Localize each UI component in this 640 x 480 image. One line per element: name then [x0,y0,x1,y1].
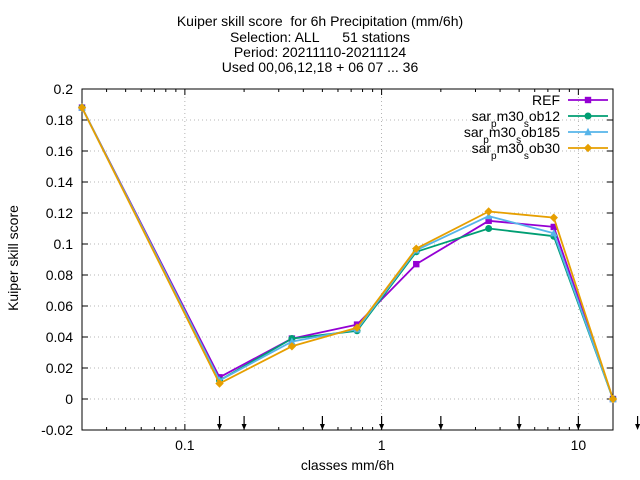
legend-entry-label: REF [532,92,560,108]
series-line [81,107,614,400]
y-tick-label: 0.04 [46,329,73,345]
y-tick-label: 0.1 [54,236,74,252]
chart-title-line-4: Used 00,06,12,18 + 06 07 ... 36 [221,59,419,75]
y-tick-label: 0.06 [46,298,73,314]
class-arrow-head [575,424,581,430]
data-point [287,342,297,351]
data-point [584,127,592,136]
x-tick-label: 0.1 [175,437,195,453]
data-point [484,207,493,216]
data-point [583,143,593,153]
y-tick-label: 0.02 [46,360,73,376]
data-point [550,228,558,237]
x-axis-label: classes mm/6h [300,457,395,473]
legend-entry-label: sarpm30sob185 [464,124,560,146]
series-line [81,107,614,400]
data-point [352,323,362,332]
y-tick-label: 0.16 [46,143,73,159]
series-3 [77,103,618,404]
data-point [412,244,421,253]
data-point [485,225,493,232]
legend-entry-label: sarpm30sob12 [472,108,561,130]
class-arrow-head [217,424,223,430]
legend-entry-label: sarpm30sob30 [472,140,561,162]
data-point [215,379,224,388]
chart-title-line-1: Kuiper skill score for 6h Precipitation … [176,13,464,29]
y-tick-label: 0.2 [54,81,74,97]
chart-title-line-3: Period: 20211110-20211124 [233,44,407,60]
class-arrow-head [319,424,325,430]
class-arrow-head [635,424,640,430]
chart-title-line-2: Selection: ALL 51 stations [229,29,411,45]
x-tick-label: 10 [571,437,587,453]
data-point [413,260,420,268]
grid-layer [82,89,613,430]
y-tick-label: 0.14 [46,174,73,190]
data-point [550,223,557,231]
y-tick-label: 0.18 [46,112,73,128]
class-arrow-head [241,424,247,430]
data-point [549,213,558,222]
y-tick-label: 0.08 [46,267,73,283]
y-tick-label: 0.12 [46,205,73,221]
series-line [81,107,614,400]
plot-frame [81,88,614,431]
class-arrow-head [516,424,522,430]
x-tick-label: 1 [378,437,386,453]
data-point [485,217,492,224]
y-tick-label: -0.02 [41,422,73,438]
series-layer [77,103,618,404]
data-point [288,337,296,345]
data-point [608,394,618,404]
data-point [584,112,592,120]
class-arrow-head [379,424,385,430]
data-point [584,96,592,104]
y-tick-label: 0 [65,391,73,407]
data-point [77,103,87,112]
y-axis-label: Kuiper skill score [5,205,21,311]
axes-layer: -0.02 0 0.02 0.04 0.06 0.08 0.1 0.12 0.14 0.16 0.1… [41,81,640,453]
class-arrow-head [438,424,444,430]
